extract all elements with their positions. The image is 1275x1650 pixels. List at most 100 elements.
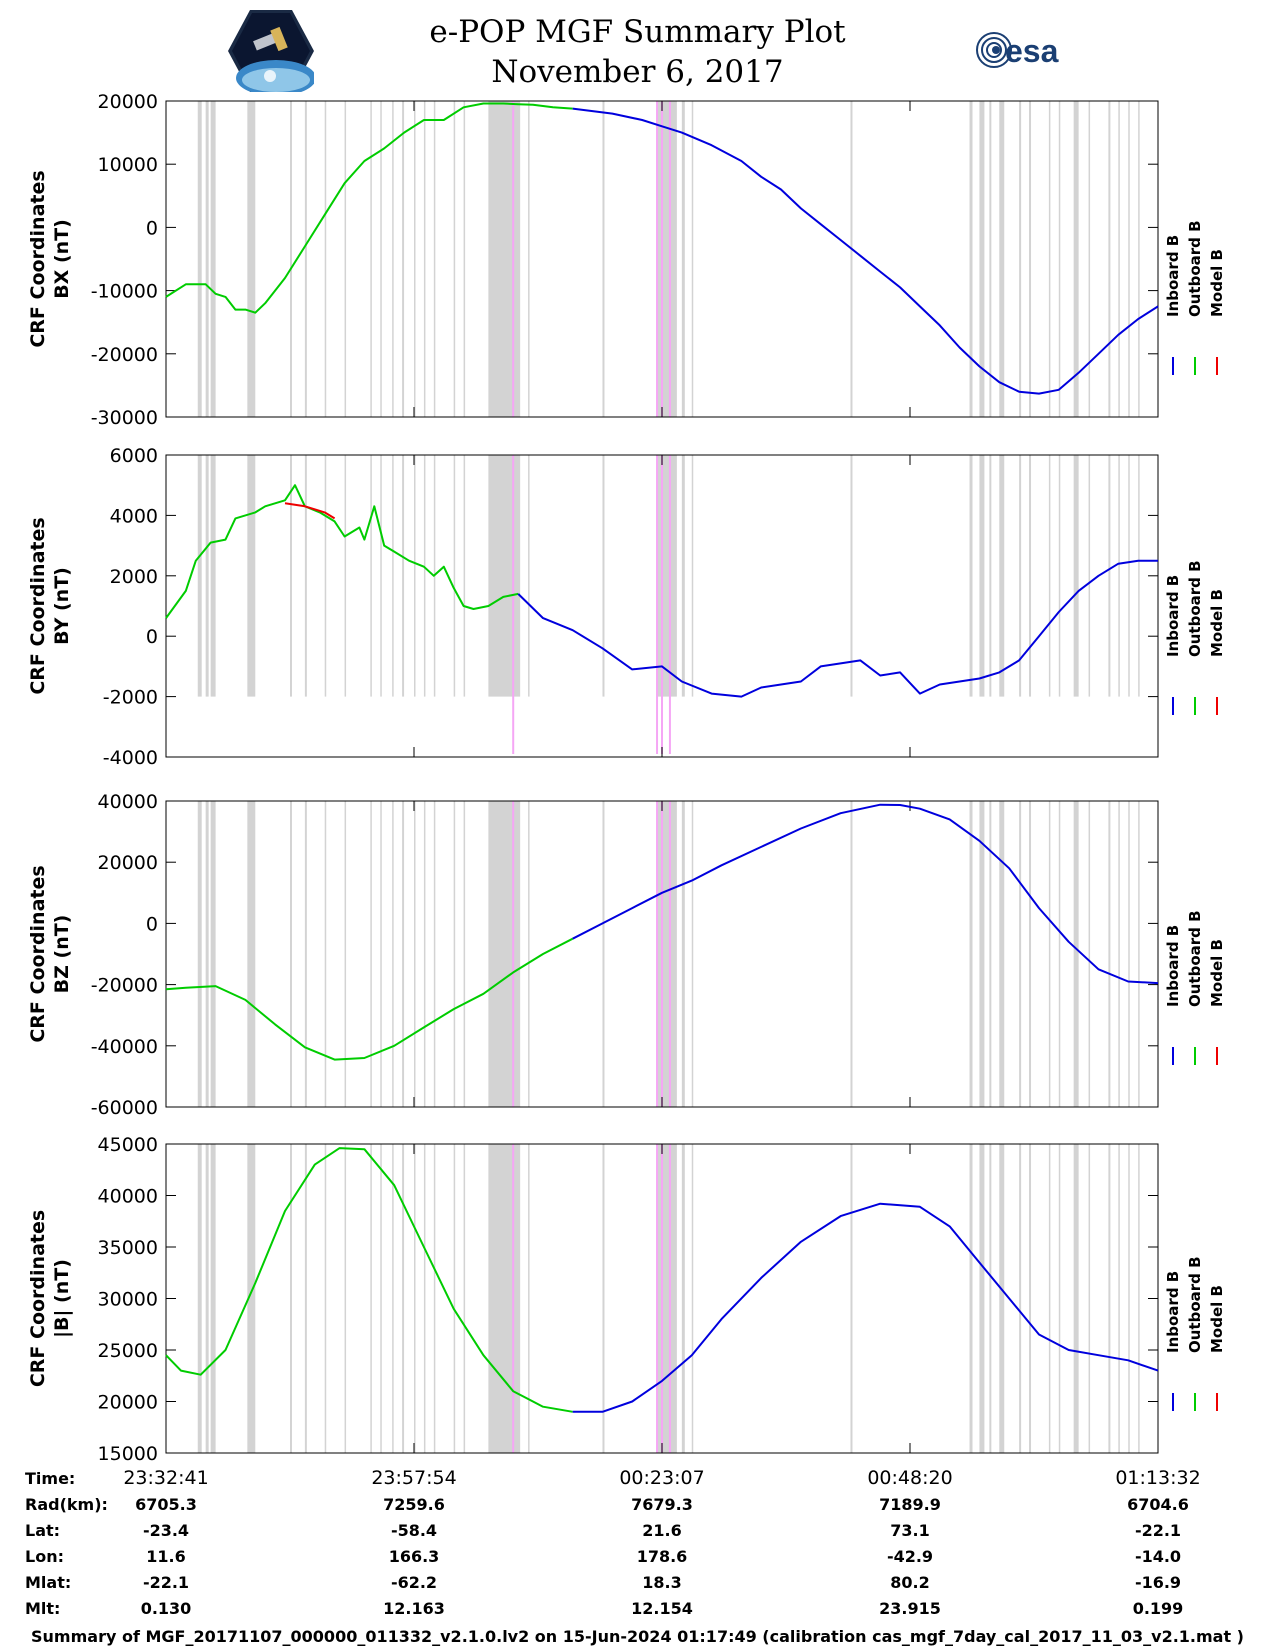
gap-band [1058,1144,1061,1453]
footer-value: 23.915 [879,1599,941,1618]
y-tick-label: -4000 [103,747,158,769]
footer-value: 12.154 [631,1599,693,1618]
gap-band [999,801,1005,1107]
series-line-outboard-b [165,484,519,619]
footer-value: -14.0 [1135,1547,1181,1566]
series-line-inboard-b [572,1202,1159,1413]
gap-band [657,1144,677,1453]
gap-band [1019,455,1022,697]
gap-band [1108,101,1111,417]
y-tick-label: 40000 [98,791,158,813]
gap-band [1073,1144,1079,1453]
gap-band [210,455,216,697]
gap-band [205,1144,209,1453]
gap-band [979,101,985,417]
gap-band [370,801,372,1107]
gap-band [1058,801,1061,1107]
gap-band [1058,455,1061,697]
gap-band [453,801,456,1107]
gap-band [324,455,327,697]
gap-band [290,801,292,1107]
gap-band [989,455,992,697]
gap-band [402,101,405,417]
panel-bmag: 45000 40000 35000 30000 25000 20000 15000 CRF C… [27,1134,1226,1465]
gap-band [290,101,292,417]
footer-row-label: Lon: [25,1547,64,1566]
gap-band [392,455,394,697]
y-tick-label: 20000 [98,91,158,113]
footer-value: 23:57:54 [371,1467,456,1489]
gap-band [433,101,436,417]
footer-value: 7679.3 [631,1495,693,1514]
gap-band [304,455,307,697]
footer-caption: Summary of MGF_20171107_000000_011332_v2… [31,1627,1244,1646]
gap-band [1128,101,1130,417]
esa-logo-icon: esa [976,32,1059,69]
gap-band [197,455,202,697]
gap-band [463,801,466,1107]
footer-value: 00:48:20 [867,1467,952,1489]
footer-value: 178.6 [637,1547,688,1566]
y-tick-label: 10000 [98,154,158,176]
gap-band [850,455,853,697]
gap-band [602,1144,605,1453]
gap-band [488,1144,521,1453]
gap-band [247,101,256,417]
footer-value: 80.2 [890,1573,929,1592]
y-axis-label: CRF Coordinates [27,865,49,1042]
series-line-inboard-b [572,803,1159,985]
gap-band [1073,101,1079,417]
gap-band [304,801,307,1107]
gap-band [304,101,307,417]
footer-value: 11.6 [146,1547,185,1566]
legend-label: Model B [1208,249,1226,317]
gap-band [681,1144,685,1453]
y-tick-label: 6000 [110,445,158,467]
gap-band [488,801,521,1107]
y-axis-unit-label: BY (nT) [51,567,73,645]
gap-band [1029,1144,1032,1453]
gap-band [1088,101,1091,417]
gap-band [1138,101,1140,417]
footer-value: -22.1 [1135,1521,1181,1540]
gap-band [433,801,436,1107]
series-line-outboard-b [165,937,574,1061]
panel-by: 6000 4000 2000 0 -2000 -4000 CRF Coordinates BY… [27,445,1226,769]
gap-band [1073,455,1079,697]
gap-band [433,1144,436,1453]
y-tick-label: 20000 [98,852,158,874]
gap-band [453,455,456,697]
y-tick-label: 0 [146,913,158,935]
gap-band [290,1144,292,1453]
gap-band [1118,1144,1120,1453]
gap-band [1088,455,1091,697]
gap-band [1048,101,1051,417]
gap-band [197,1144,202,1453]
footer-value: 6705.3 [135,1495,197,1514]
footer-value: 12.163 [383,1599,445,1618]
y-tick-label: -30000 [91,407,158,429]
gap-band [1138,801,1140,1107]
gap-band [1128,801,1130,1107]
gap-band [1138,455,1140,697]
legend-label: Outboard B [1186,910,1204,1007]
gap-band [205,101,209,417]
gap-band [423,801,426,1107]
footer-value: 18.3 [642,1573,681,1592]
gap-band [979,1144,985,1453]
gap-band [463,101,466,417]
gap-band [657,801,677,1107]
gap-band [247,801,256,1107]
gap-band [402,801,405,1107]
y-tick-label: 40000 [98,1186,158,1208]
y-tick-label: 30000 [98,1289,158,1311]
series-line-outboard-b [165,1147,573,1413]
gap-band [1029,101,1032,417]
gap-band [1048,455,1051,697]
footer-row-label: Lat: [25,1521,60,1540]
y-tick-label: 2000 [110,566,158,588]
y-axis-unit-label: BZ (nT) [51,915,73,994]
gap-band [380,101,382,417]
gap-band [989,801,992,1107]
footer-row-label: Rad(km): [25,1495,108,1514]
